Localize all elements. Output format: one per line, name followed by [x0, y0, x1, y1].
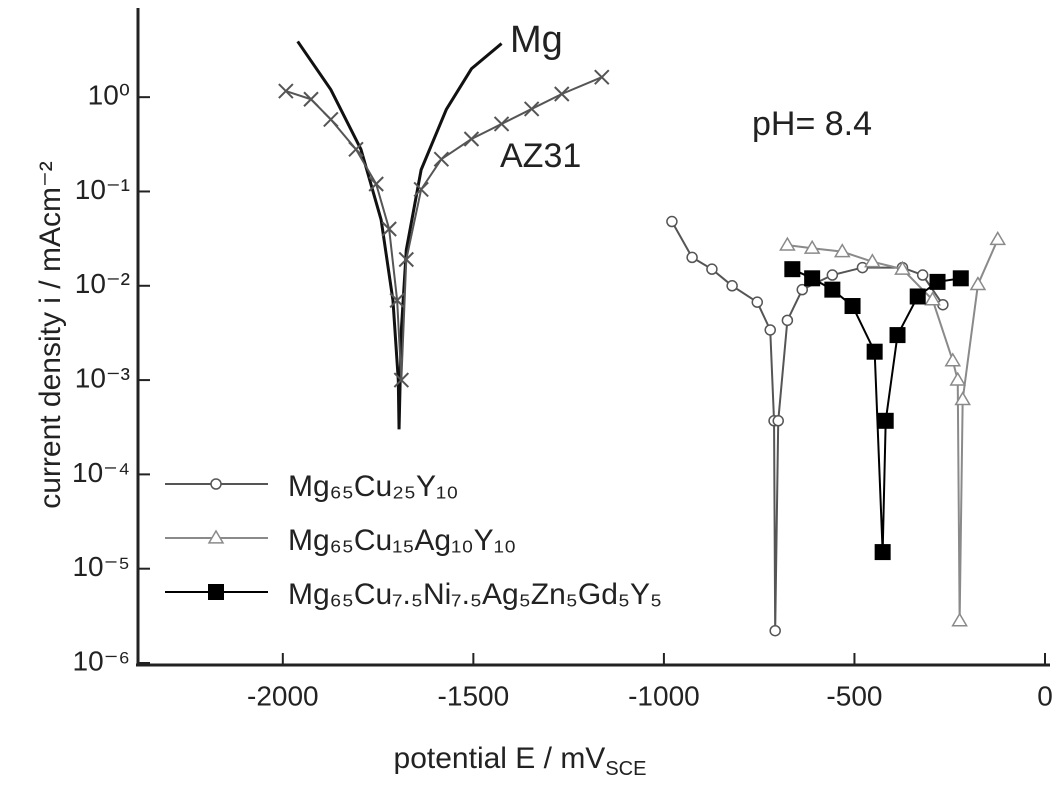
marker [929, 273, 946, 290]
legend-label: Mg₆₅Cu₂₅Y₁₀ [288, 470, 459, 503]
marker [413, 181, 429, 198]
marker [952, 270, 969, 287]
series-label: AZ31 [500, 137, 581, 175]
marker [493, 116, 510, 132]
marker [916, 269, 929, 281]
marker [686, 251, 698, 264]
series-line [671, 221, 944, 631]
series-line [787, 239, 999, 621]
marker [909, 288, 926, 305]
legend-marker [208, 584, 224, 600]
marker [864, 253, 881, 268]
y-tick-label: 10⁻¹ [75, 174, 130, 205]
marker [303, 91, 319, 107]
series-label: Mg [510, 19, 563, 61]
x-label-sub: SCE [605, 758, 646, 780]
y-tick-label: 10⁰ [88, 80, 130, 111]
marker [856, 261, 869, 274]
series-line [296, 40, 503, 430]
marker [784, 261, 801, 278]
marker [866, 343, 883, 360]
x-tick-label: -1500 [438, 680, 510, 711]
marker [944, 352, 962, 367]
y-tick-label: 10⁻⁵ [72, 551, 130, 582]
marker [666, 215, 678, 228]
marker [751, 296, 764, 308]
marker [398, 251, 414, 268]
marker [989, 230, 1007, 246]
marker [706, 263, 718, 275]
marker [894, 260, 911, 275]
marker [323, 111, 339, 128]
legend-marker [210, 478, 222, 490]
marker [826, 269, 839, 281]
marker [368, 176, 384, 192]
x-label-main: potential E / mV [394, 742, 606, 775]
legend-marker [207, 529, 225, 544]
x-tick-label: 0 [1037, 680, 1053, 711]
marker [772, 415, 784, 427]
y-tick-label: 10⁻⁴ [72, 457, 130, 488]
marker [726, 280, 738, 292]
marker [433, 151, 450, 167]
marker [769, 624, 781, 637]
marker [278, 83, 294, 99]
marker [804, 270, 821, 287]
marker [796, 283, 808, 296]
y-tick-label: 10⁻⁶ [73, 645, 130, 676]
marker [764, 324, 776, 336]
x-axis-label: potential E / mVSCE [394, 742, 647, 780]
legend-label: Mg₆₅Cu₇.₅Ni₇.₅Ag₅Zn₅Gd₅Y₅ [288, 578, 662, 611]
marker [523, 101, 540, 117]
marker [393, 372, 410, 388]
marker [381, 221, 397, 237]
marker [969, 276, 987, 291]
marker [874, 544, 891, 561]
y-tick-label: 10⁻³ [75, 362, 130, 393]
annotation: pH= 8.4 [752, 105, 872, 143]
marker [389, 292, 405, 309]
legend-label: Mg₆₅Cu₁₅Ag₁₀Y₁₀ [288, 524, 516, 557]
marker [554, 86, 570, 102]
marker [889, 327, 906, 344]
marker [781, 314, 794, 327]
marker [463, 131, 480, 147]
marker [954, 391, 971, 406]
y-tick-label: 10⁻² [75, 268, 130, 299]
series-line [285, 76, 603, 381]
marker [833, 243, 851, 258]
marker [348, 141, 364, 158]
marker [951, 612, 968, 627]
marker [844, 298, 861, 315]
marker [877, 412, 894, 429]
x-tick-label: -1000 [628, 680, 700, 711]
marker [924, 291, 941, 306]
marker [779, 236, 796, 251]
marker [594, 69, 610, 85]
marker [824, 281, 841, 298]
y-axis-label: current density i / mAcm⁻² [34, 161, 67, 509]
x-tick-label: -2000 [247, 680, 319, 711]
marker [949, 371, 967, 386]
x-tick-label: -500 [826, 680, 882, 711]
marker [803, 239, 821, 254]
